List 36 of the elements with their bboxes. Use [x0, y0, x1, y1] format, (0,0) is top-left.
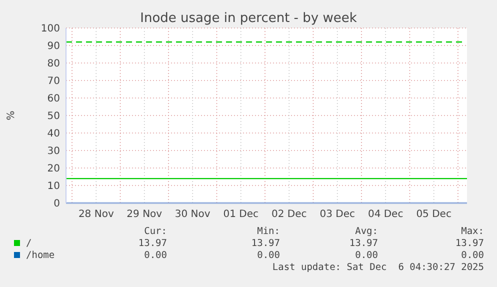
text: 13.97: [349, 238, 378, 249]
y-tick-label: 0: [54, 198, 60, 210]
text: 0.00: [461, 250, 484, 261]
y-tick-label: 30: [47, 146, 60, 157]
x-tick-label: 28 Nov: [78, 209, 114, 220]
x-tick-label: 04 Dec: [368, 209, 404, 220]
y-tick-label: 90: [47, 41, 60, 52]
text: Min:: [257, 226, 280, 237]
x-tick-label: 03 Dec: [320, 209, 355, 220]
text: 0.00: [355, 250, 378, 261]
text: 13.97: [455, 238, 484, 249]
y-tick-label: 100: [40, 24, 60, 34]
legend-label: /home: [26, 250, 55, 261]
text: Last update: Sat Dec 6 04:30:27 2025: [272, 262, 484, 273]
text: 13.97: [251, 238, 280, 249]
y-tick-label: 70: [47, 76, 60, 87]
x-tick-label: 01 Dec: [223, 209, 259, 220]
text: 13.97: [138, 238, 167, 249]
text: Cur:: [144, 226, 167, 237]
x-tick-label: 02 Dec: [271, 209, 307, 220]
y-tick-label: 50: [47, 111, 60, 122]
x-tick-label: 05 Dec: [416, 209, 452, 220]
y-tick-label: 80: [47, 58, 60, 70]
text: 0.00: [144, 250, 168, 261]
y-tick-label: 60: [47, 94, 60, 104]
text: Max:: [461, 226, 484, 237]
y-tick-label: 40: [47, 128, 60, 140]
y-axis-title: %: [6, 110, 17, 120]
legend-label: /: [26, 238, 32, 249]
chart-title: Inode usage in percent - by week: [140, 11, 358, 26]
x-tick-label: 29 Nov: [126, 209, 162, 220]
x-tick-label: 30 Nov: [174, 209, 210, 220]
y-tick-label: 20: [47, 164, 60, 174]
y-tick-label: 10: [47, 181, 60, 192]
text: Avg:: [355, 226, 378, 237]
text: 0.00: [257, 250, 280, 261]
